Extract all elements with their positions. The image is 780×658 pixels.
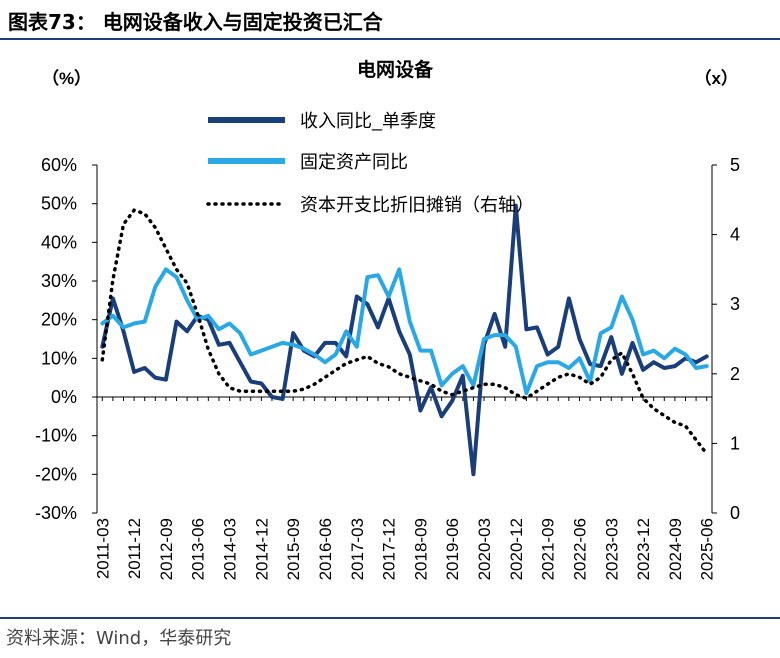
left-axis-tick-label: -20% xyxy=(35,464,77,484)
right-axis-tick-label: 2 xyxy=(730,364,740,384)
footer-rule xyxy=(0,617,780,619)
x-axis-tick-label: 2024-09 xyxy=(666,518,685,580)
left-axis-tick-label: 10% xyxy=(41,348,77,368)
x-axis-tick-label: 2021-09 xyxy=(539,518,558,580)
legend-label: 资本开支比折旧摊销（右轴） xyxy=(300,195,534,215)
x-axis-tick-label: 2013-06 xyxy=(189,518,208,580)
series-line xyxy=(100,267,709,396)
left-axis-unit: （%） xyxy=(42,68,91,88)
x-axis-tick-label: 2018-09 xyxy=(411,518,430,580)
series-line xyxy=(100,208,709,456)
right-axis-unit: （x） xyxy=(695,68,738,88)
x-axis-tick-label: 2020-03 xyxy=(475,518,494,580)
x-axis-tick-label: 2017-03 xyxy=(348,518,367,580)
x-axis-tick-label: 2014-03 xyxy=(221,518,240,580)
source-note: 资料来源：Wind，华泰研究 xyxy=(6,628,232,649)
chart-title: 电网设备 xyxy=(357,58,434,81)
header-rule xyxy=(0,38,780,40)
x-axis-tick-label: 2015-09 xyxy=(284,518,303,580)
plot-area: 60% 50% 40% 30% 20% 10% 0% -10% -20% -30% 5 4 3 2 1 0 20… xyxy=(35,155,740,580)
x-axis-tick-label: 2020-12 xyxy=(507,518,526,580)
x-axis-tick-label: 2019-06 xyxy=(443,518,462,580)
right-axis-tick-label: 5 xyxy=(730,155,740,175)
x-axis-tick-label: 2023-12 xyxy=(634,518,653,580)
x-axis-tick-label: 2016-06 xyxy=(316,518,335,580)
left-axis-tick-label: -30% xyxy=(35,503,77,523)
left-axis-tick-label: 30% xyxy=(41,271,77,291)
legend-label: 固定资产同比 xyxy=(300,152,408,172)
x-axis-tick-label: 2017-12 xyxy=(380,518,399,580)
header: 图表73： 电网设备收入与固定投资已汇合 xyxy=(0,0,780,40)
x-axis-tick-label: 2022-06 xyxy=(570,518,589,580)
left-axis-tick-label: 60% xyxy=(41,155,77,175)
left-axis-tick-label: 20% xyxy=(41,310,77,330)
right-axis-tick-label: 3 xyxy=(730,294,740,314)
page-title: 图表73： 电网设备收入与固定投资已汇合 xyxy=(8,10,383,34)
x-axis-tick-label: 2014-12 xyxy=(252,518,271,580)
x-axis-tick-label: 2011-03 xyxy=(93,518,112,579)
x-axis-tick-label: 2012-09 xyxy=(157,518,176,580)
legend-label: 收入同比_单季度 xyxy=(300,111,436,132)
left-axis-tick-label: 40% xyxy=(41,232,77,252)
right-axis-tick-label: 1 xyxy=(730,433,740,453)
series-line xyxy=(100,203,709,477)
x-axis-tick-label: 2025-06 xyxy=(698,518,717,580)
left-axis-tick-label: 0% xyxy=(51,387,77,407)
right-axis-tick-label: 4 xyxy=(730,225,740,245)
x-axis-tick-label: 2011-12 xyxy=(125,518,144,579)
left-axis-tick-label: -10% xyxy=(35,426,77,446)
left-axis-tick-label: 50% xyxy=(41,194,77,214)
right-axis-tick-label: 0 xyxy=(730,503,740,523)
x-axis-tick-label: 2023-03 xyxy=(602,518,621,580)
